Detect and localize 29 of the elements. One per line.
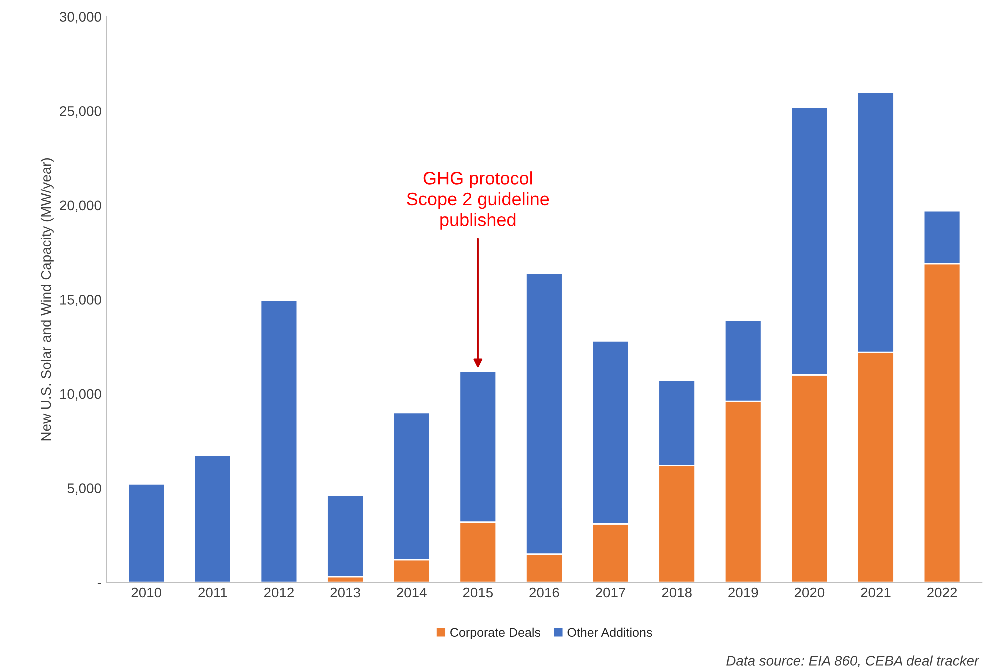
x-tick-label: 2013 <box>330 588 360 598</box>
y-tick-label: 30,000 <box>60 12 102 24</box>
y-tick-label: 20,000 <box>60 200 102 212</box>
x-tick-label: 2019 <box>728 588 758 598</box>
x-tick-label: 2011 <box>198 588 228 598</box>
x-tick-label: 2017 <box>596 588 626 598</box>
bar <box>128 483 166 583</box>
y-tick-label: 10,000 <box>60 389 102 401</box>
bar <box>260 300 298 583</box>
x-tick-label: 2022 <box>928 588 958 598</box>
legend-label: Corporate Deals <box>450 628 541 640</box>
x-tick-label: 2021 <box>861 588 891 598</box>
x-tick-label: 2016 <box>530 588 560 598</box>
y-tick-label: 15,000 <box>60 295 102 307</box>
x-tick-label: 2015 <box>463 588 494 598</box>
bar <box>326 495 364 578</box>
x-tick-label: 2018 <box>662 588 692 598</box>
x-tick-label: 2020 <box>794 588 825 598</box>
bar <box>194 454 232 583</box>
y-tick-label: 25,000 <box>60 106 102 118</box>
annotation: GHG protocol Scope 2 guideline published <box>407 172 550 230</box>
source-note: Data source: EIA 860, CEBA deal tracker <box>726 656 980 668</box>
y-tick-label: 5,000 <box>68 484 102 496</box>
x-tick-label: 2014 <box>397 588 427 598</box>
y-axis-title: New U.S. Solar and Wind Capacity (MW/year) <box>40 158 54 441</box>
x-tick-label: 2010 <box>132 588 162 598</box>
y-tick-label: - <box>98 583 102 585</box>
legend-label: Other Additions <box>568 628 652 638</box>
x-tick-label: 2012 <box>264 588 294 598</box>
